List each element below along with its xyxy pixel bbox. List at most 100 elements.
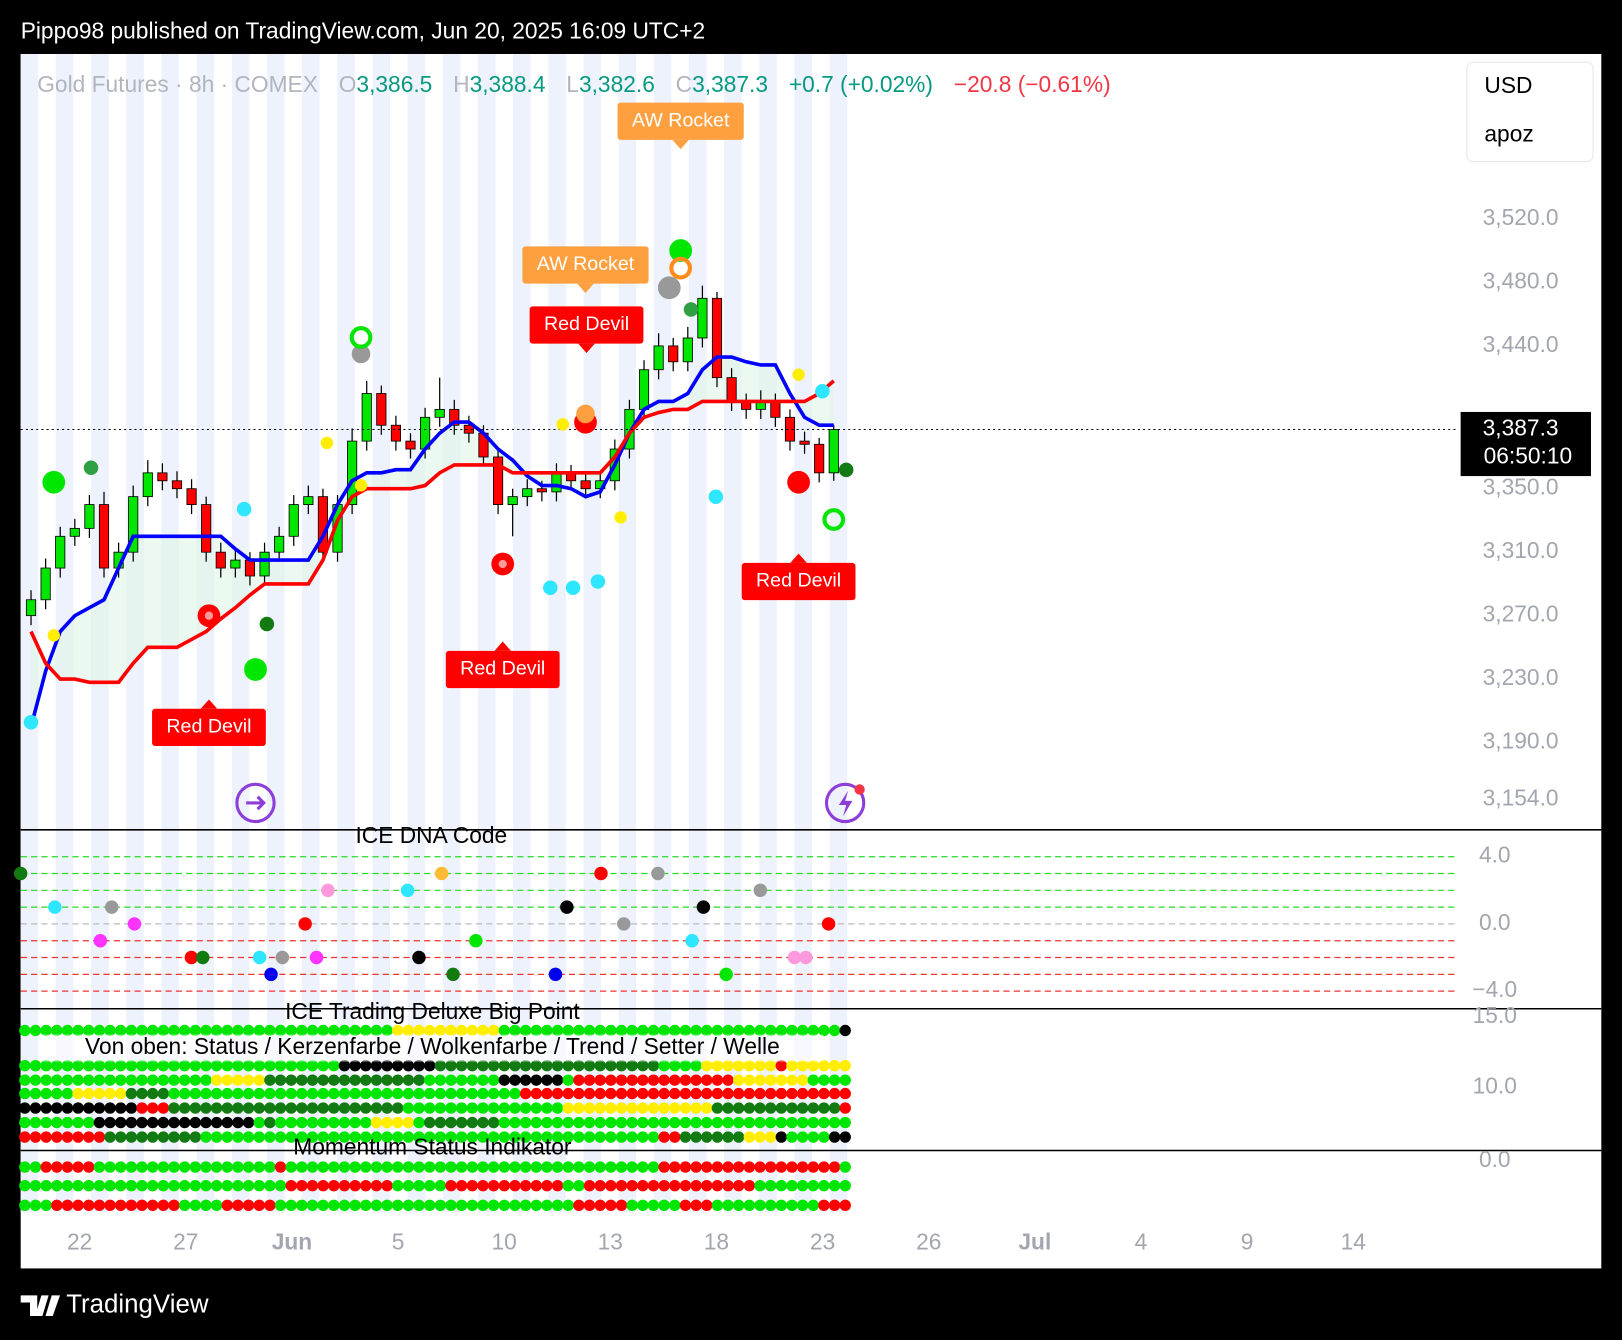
signal [669,239,693,262]
status-dot [605,1102,617,1114]
status-dot [253,1199,265,1212]
status-dot [434,1199,447,1212]
replay-icon[interactable] [235,782,276,824]
status-dot [807,1024,819,1037]
status-dot [477,1102,489,1114]
status-dot [828,1059,841,1072]
status-dot [168,1116,180,1129]
status-dot [274,1179,287,1192]
status-dot [669,1024,681,1037]
dna-dot [321,883,335,898]
alert-icon[interactable] [824,782,866,824]
status-dot [221,1059,233,1072]
status-dot [189,1024,201,1037]
status-dot [530,1024,542,1037]
status-dot [242,1116,255,1129]
status-dot [487,1161,500,1173]
status-dot [221,1087,233,1100]
status-dot [637,1074,649,1086]
status-dot [722,1131,734,1143]
status-dot [583,1059,596,1072]
status-dot [583,1199,596,1212]
status-dot [242,1161,255,1173]
indicator-name[interactable]: apoz [1484,121,1533,147]
status-dot [210,1024,223,1037]
status-dot [818,1059,830,1072]
dna-dot [93,934,108,948]
status-dot [402,1131,415,1143]
status-dot [477,1179,489,1192]
status-dot [562,1087,574,1100]
status-dot [178,1161,191,1173]
status-dot [733,1024,745,1037]
status-dot [264,1059,276,1072]
status-dot [242,1199,255,1212]
status-dot [72,1161,84,1173]
status-dot [232,1059,244,1072]
status-dot [264,1102,276,1114]
status-dot [445,1102,457,1114]
status-dot [146,1116,159,1129]
status-dot [594,1087,606,1100]
status-dot [637,1024,649,1037]
status-dot [115,1199,127,1212]
status-dot [178,1102,191,1114]
status-dot [711,1059,724,1072]
status-dot [274,1116,287,1129]
y-tick-label: 15.0 [1473,1002,1517,1028]
footer-logo: TradingView [20,1290,209,1318]
status-dot [626,1199,638,1212]
status-dot [189,1059,201,1072]
currency[interactable]: USD [1484,72,1532,98]
status-dot [306,1087,319,1100]
status-dot [498,1074,510,1086]
status-dot [818,1199,830,1212]
status-dot [40,1102,52,1114]
status-dot [61,1131,74,1143]
candle-body [128,496,139,553]
signal [614,511,627,524]
status-dot [743,1074,756,1086]
status-dot [733,1131,745,1143]
status-dot [392,1116,404,1129]
status-dot [658,1102,670,1114]
status-dot [264,1131,276,1143]
status-dot [29,1074,42,1086]
status-dot [381,1102,393,1114]
stripe [337,53,355,1213]
signal-ring [669,256,693,280]
status-dot [626,1024,638,1037]
status-dot [296,1087,308,1100]
status-dot [72,1179,84,1192]
status-dot [115,1059,127,1072]
signal [83,460,99,476]
status-dot [669,1199,681,1212]
status-dot [29,1116,42,1129]
status-dot [61,1102,74,1114]
status-dot [711,1199,724,1212]
status-dot [562,1074,574,1086]
status-dot [381,1161,393,1173]
status-dot [349,1059,361,1072]
status-dot [828,1074,841,1086]
status-dot [40,1059,52,1072]
status-dot [210,1179,223,1192]
status-dot [733,1179,745,1192]
dna-dot [685,934,699,948]
status-dot [338,1024,351,1037]
status-dot [615,1059,628,1072]
status-dot [317,1087,329,1100]
status-dot [477,1116,489,1129]
status-dot [754,1087,766,1100]
status-dot [19,1131,31,1143]
dna-dot [753,883,768,898]
status-dot [232,1199,244,1212]
status-dot [733,1161,745,1173]
status-dot [743,1161,756,1173]
status-dot [115,1024,127,1037]
status-dot [146,1059,159,1072]
status-dot [434,1102,447,1114]
status-dot [210,1161,223,1173]
status-dot [551,1024,564,1037]
status-dot [285,1074,297,1086]
